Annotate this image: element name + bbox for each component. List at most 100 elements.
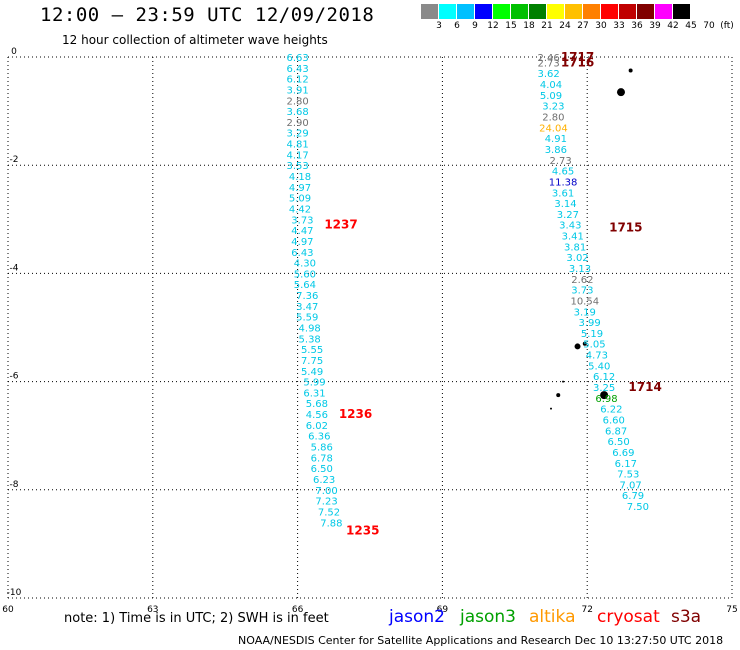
wave-height-point: 7.88 [320,518,342,529]
y-tick-label: -4 [10,263,19,273]
wave-height-point: 3.61 [552,188,574,199]
wave-height-point: 5.59 [296,313,318,324]
wave-height-point: 7.36 [296,291,318,302]
island-shape [562,380,565,383]
wave-height-point: 5.60 [294,269,316,280]
color-swatch [547,4,565,19]
wave-height-point: 2.62 [571,275,593,286]
color-scale-label: 21 [541,21,553,31]
wave-height-point: 3.86 [545,145,567,156]
wave-height-point: 5.19 [581,329,603,340]
wave-height-point: 3.53 [286,161,308,172]
wave-height-point: 6.43 [291,248,313,259]
color-swatch [511,4,529,19]
pass-time-label: 1715 [609,220,642,234]
wave-height-point: 6.87 [605,426,627,437]
wave-height-point: 4.17 [286,150,308,161]
x-tick-label: 75 [726,605,737,615]
wave-height-point: 5.64 [294,280,316,291]
island-shape [628,68,633,73]
color-swatch [565,4,583,19]
wave-height-point: 3.41 [562,232,584,243]
island-shape [556,393,561,398]
color-swatch [493,4,511,19]
wave-height-point: 5.99 [303,378,325,389]
wave-height-point: 6.50 [311,464,333,475]
color-swatch [601,4,619,19]
wave-height-point: 4.47 [291,226,313,237]
wave-height-point: 6.78 [311,453,333,464]
pass-time-label: 1237 [324,218,357,232]
wave-height-point: 4.98 [299,324,321,335]
wave-height-point: 6.23 [313,475,335,486]
color-swatch [421,4,439,19]
wave-height-point: 2.80 [286,96,308,107]
wave-height-point: 3.29 [286,129,308,140]
color-swatch [529,4,547,19]
wave-height-point: 4.56 [306,410,328,421]
note-text: note: 1) Time is in UTC; 2) SWH is in fe… [64,611,329,626]
color-scale-label: 9 [472,21,478,31]
color-scale-label: 30 [595,21,607,31]
color-scale-label: 33 [613,21,625,31]
wave-height-point: 2.73 [537,58,559,69]
color-swatch [439,4,457,19]
wave-height-point: 3.27 [557,210,579,221]
wave-height-point: 6.12 [286,75,308,86]
wave-height-point: 2.80 [542,113,564,124]
x-tick-label: 63 [147,605,158,615]
wave-height-point: 6.17 [615,459,637,470]
y-tick-label: -10 [7,588,22,598]
footer-credit: NOAA/NESDIS Center for Satellite Applica… [238,634,724,647]
wave-height-point: 4.30 [294,259,316,270]
wave-height-point: 3.62 [537,69,559,80]
wave-height-point: 5.55 [301,345,323,356]
island-shape [582,341,587,346]
wave-height-point: 6.50 [607,437,629,448]
wave-height-point: 2.73 [550,156,572,167]
wave-height-point: 7.52 [318,507,340,518]
wave-height-point: 5.49 [301,367,323,378]
wave-height-point: 7.50 [627,502,649,513]
wave-height-point: 4.97 [291,237,313,248]
legend-jason2: jason2 [389,607,445,627]
page-subtitle: 12 hour collection of altimeter wave hei… [62,33,328,47]
x-tick-label: 60 [2,605,14,615]
color-swatch [637,4,655,19]
pass-time-label: 1714 [628,380,661,394]
color-scale-label: 15 [505,21,517,31]
color-scale-label: 70 [703,21,715,31]
wave-height-point: 3.81 [564,242,586,253]
wave-height-point: 4.91 [545,134,567,145]
wave-height-point: 10.54 [570,296,599,307]
wave-height-point: 5.09 [289,194,311,205]
y-tick-label: -2 [10,155,19,165]
wave-height-point: 5.05 [583,340,605,351]
y-tick-label: -8 [10,480,19,490]
wave-height-point: 3.14 [554,199,576,210]
wave-height-point: 6.31 [303,388,325,399]
wave-height-point: 4.65 [552,167,574,178]
wave-height-point: 5.09 [540,91,562,102]
wave-height-point: 6.69 [612,448,634,459]
wave-height-point: 5.40 [588,361,610,372]
wave-height-point: 4.73 [586,351,608,362]
color-scale-label: 6 [454,21,460,31]
wave-height-point: 3.19 [574,307,596,318]
wave-height-point: 3.73 [291,215,313,226]
color-scale-label: 3 [436,21,442,31]
wave-height-point: 24.04 [539,123,568,134]
wave-height-point: 3.02 [566,253,588,264]
pass-time-label: 1236 [339,407,372,421]
wave-height-point: 4.04 [540,80,562,91]
wave-height-point: 6.98 [595,394,617,405]
wave-height-point: 3.13 [569,264,591,275]
color-swatch [583,4,601,19]
color-scale-label: 45 [685,21,697,31]
wave-height-point: 2.90 [286,118,308,129]
wave-height-point: 3.25 [593,383,615,394]
wave-height-point: 3.68 [286,107,308,118]
color-scale-label: (ft) [720,21,734,31]
x-tick-label: 69 [437,605,449,615]
color-swatch [475,4,493,19]
